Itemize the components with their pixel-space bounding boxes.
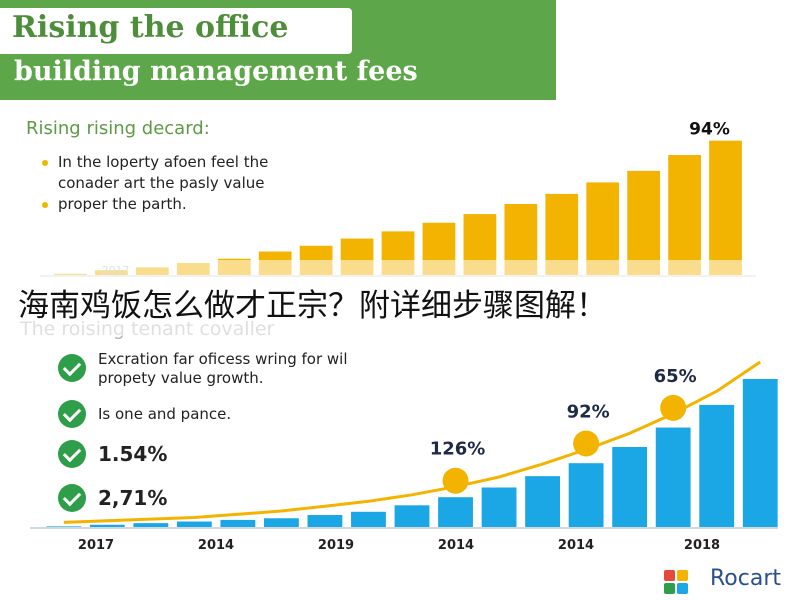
annotation-label: 65% xyxy=(654,366,697,387)
tick-label: 2014 xyxy=(558,538,594,553)
bar xyxy=(525,476,560,528)
tick-label: 2014 xyxy=(198,538,234,553)
bar xyxy=(612,447,648,528)
logo-text: Rocart xyxy=(710,566,782,591)
check-icon xyxy=(58,484,86,512)
bar xyxy=(307,515,343,528)
trend-curve xyxy=(63,360,762,524)
bar xyxy=(481,487,517,528)
rocart-logo-icon xyxy=(664,570,688,594)
check-item: 2,71% xyxy=(58,484,348,514)
bar xyxy=(351,511,386,528)
bar xyxy=(220,519,256,528)
tick-label: 2017 xyxy=(78,538,114,553)
overlay-caption: 海南鸡饭怎么做才正宗？附详细步骤图解！ xyxy=(18,288,607,324)
tick-label: 2014 xyxy=(438,538,474,553)
check-text: Is one and pance. xyxy=(98,405,232,423)
annotation-label: 126% xyxy=(430,439,486,460)
bullet-dot-icon xyxy=(42,202,48,208)
annotation-label: 92% xyxy=(567,401,610,422)
check-text: Excration far oficess wring for wil prope… xyxy=(98,350,348,388)
check-line: Excration far oficess wring for wil xyxy=(98,350,348,368)
tick-label: 2018 xyxy=(684,538,720,553)
title-line-1: Rising the office xyxy=(12,10,289,45)
bar xyxy=(394,505,430,528)
check-icon xyxy=(58,400,86,428)
check-value: 1.54% xyxy=(98,442,168,466)
bottom-bar-chart: 126% 92% 65% 2017 2014 2019 2014 2014 2018 xyxy=(30,360,778,553)
check-item: 1.54% xyxy=(58,440,348,470)
bullet-text: proper the parth. xyxy=(58,195,187,213)
bar xyxy=(89,524,125,528)
bar xyxy=(176,521,212,528)
bullet-text: In the loperty afoen feel the xyxy=(58,153,269,171)
bullet-item: proper the parth. xyxy=(40,194,268,215)
bar xyxy=(438,497,473,528)
bullet-dot-icon xyxy=(42,160,48,166)
data-label: 94% xyxy=(689,120,730,140)
bar xyxy=(655,427,691,528)
check-value: 2,71% xyxy=(98,486,168,510)
check-icon xyxy=(58,354,86,382)
bullet-item-continuation: conader art the pasly value xyxy=(40,173,268,194)
check-icon xyxy=(58,440,86,468)
bar xyxy=(709,140,742,276)
annotation-dot xyxy=(660,394,687,421)
bullet-item: In the loperty afoen feel the xyxy=(40,152,268,173)
bar xyxy=(568,463,604,528)
checklist: Excration far oficess wring for wil prope… xyxy=(58,350,348,514)
bullet-text: conader art the pasly value xyxy=(58,174,265,192)
bar xyxy=(699,404,735,528)
bar xyxy=(668,155,701,276)
check-item: Excration far oficess wring for wil prope… xyxy=(58,350,348,394)
top-bullet-list: In the loperty afoen feel the conader ar… xyxy=(40,152,268,215)
annotation-dot xyxy=(442,467,469,494)
check-item: Is one and pance. xyxy=(58,400,348,430)
bar xyxy=(742,378,778,528)
title-line-2: building management fees xyxy=(14,56,418,87)
tick-label: 2019 xyxy=(318,538,354,553)
bar xyxy=(133,523,169,528)
check-line: propety value growth. xyxy=(98,369,264,387)
annotation-dot xyxy=(573,430,600,457)
title-highlight-box xyxy=(0,8,352,54)
bar xyxy=(627,170,661,276)
caption-overlay-band xyxy=(0,260,800,336)
top-chart-subtitle: Rising rising decard: xyxy=(26,118,210,139)
bar xyxy=(264,518,299,528)
